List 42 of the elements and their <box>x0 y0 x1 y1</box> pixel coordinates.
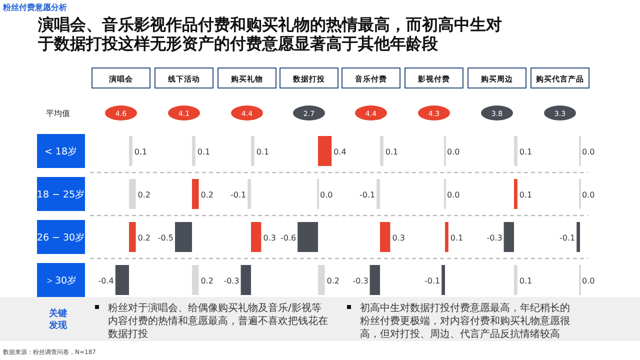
data-label: 0.2 <box>200 276 214 286</box>
text: 关键发现 <box>48 308 68 331</box>
data-label: 0.3 <box>263 234 276 242</box>
data-label: 0.1 <box>197 148 210 156</box>
data-label: 0.0 <box>582 190 595 200</box>
data-label: -0.1 <box>559 234 576 242</box>
data-label: 0.2 <box>138 190 151 200</box>
text: 粉丝对于演唱会、给偶像购买礼物及音乐/影视等内容付费的热情和意愿最高，普遍不喜欢把钱花在数据打投 <box>108 302 328 340</box>
data-label: 0.1 <box>519 190 532 200</box>
text: 平均值 <box>46 109 70 118</box>
data-label: 0.1 <box>256 148 270 156</box>
data-label: 0.3 <box>392 234 405 242</box>
y-tick-label: ＞30岁 <box>44 274 78 286</box>
data-label: 0.2 <box>138 234 151 242</box>
text: 粉丝付费意愿分析 <box>2 3 67 12</box>
data-label: 0.0 <box>447 190 460 200</box>
data-label: -0.3 <box>224 276 240 286</box>
data-label: 0.0 <box>582 148 595 156</box>
data-label: 0.2 <box>326 276 340 286</box>
data-label: -0.3 <box>486 234 502 242</box>
data-label: 0.1 <box>519 276 532 286</box>
data-label: -0.1 <box>424 276 440 286</box>
data-label: -0.4 <box>98 276 114 286</box>
y-tick-label: 18 − 25岁 <box>36 188 86 200</box>
data-label: 0.1 <box>385 148 398 156</box>
data-label: -0.1 <box>359 190 376 200</box>
text: 初高中生对数据打投付费意愿最高，年纪稍长的粉丝付费更极端，对内容付费和购买礼物意愿很高，但对打投、周边、代言产品反抗情绪较高 <box>360 302 570 340</box>
data-label: -0.6 <box>280 234 296 242</box>
text: 演唱会、音乐影视作品付费和购买礼物的热情最高，而初高中生对于数据打投这样无形资产的付费意愿显著高于其他年龄段 <box>37 15 502 53</box>
data-label: 0.0 <box>447 148 460 156</box>
data-label: -0.3 <box>352 276 368 286</box>
y-tick-label: 26 − 30岁 <box>36 232 86 244</box>
data-label: 0.1 <box>450 234 464 242</box>
data-label: 0.0 <box>320 190 333 200</box>
data-label: -0.1 <box>230 190 246 200</box>
data-label: -0.5 <box>158 234 174 242</box>
data-label: 0.1 <box>519 148 532 156</box>
data-label: 0.1 <box>134 148 148 156</box>
data-label: 0.0 <box>582 276 595 286</box>
data-label: 0.2 <box>200 190 214 200</box>
y-tick-label: < 18岁 <box>44 146 78 158</box>
data-label: 0.4 <box>334 148 346 156</box>
